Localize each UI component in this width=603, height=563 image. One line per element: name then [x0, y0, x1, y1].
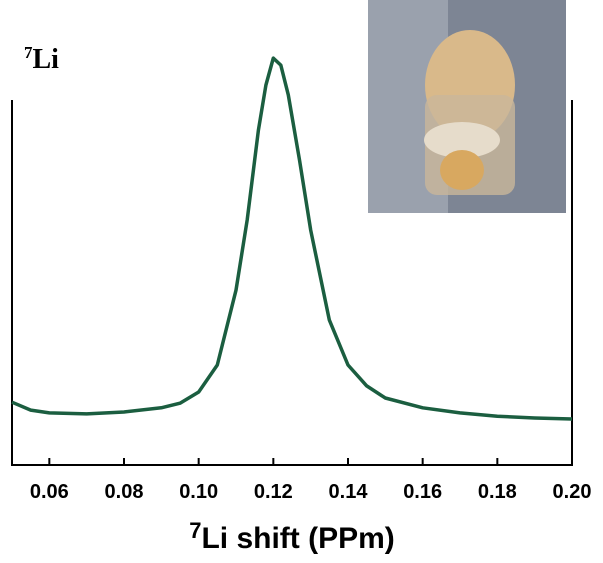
inset-photo: [368, 0, 566, 213]
line-series: [11, 56, 573, 421]
axis-frame: [11, 100, 573, 466]
x-label-sup: 7: [189, 518, 201, 543]
x-tick-label: 0.16: [403, 481, 442, 503]
annotation: 7Li: [24, 43, 59, 75]
x-tick-label: 0.06: [30, 481, 69, 503]
x-tick-label: 0.08: [105, 481, 144, 503]
annotation-sup: 7: [24, 43, 33, 62]
annotation-text: Li: [33, 44, 60, 75]
x-tick-label: 0.18: [478, 481, 517, 503]
x-tick-label: 0.10: [179, 481, 218, 503]
x-label-text: Li shift (PPm): [201, 522, 394, 555]
x-tick-label: 0.12: [254, 481, 293, 503]
x-tick-label: 0.14: [329, 481, 369, 503]
x-tick-label: 0.20: [553, 481, 592, 503]
x-axis-label: 7Li shift (PPm): [189, 518, 395, 555]
